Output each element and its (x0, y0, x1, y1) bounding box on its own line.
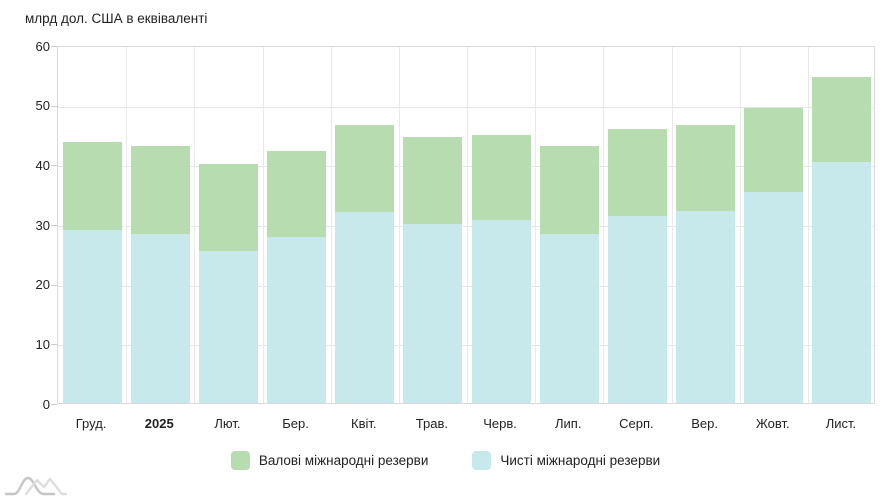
net-bar-Бер.[interactable] (267, 236, 327, 403)
gridline-v-11 (807, 47, 809, 403)
gridline-v-1 (126, 47, 128, 403)
gridline-v-5 (398, 47, 400, 403)
y-tick-30 (51, 225, 57, 226)
net-bar-Лист.[interactable] (812, 161, 872, 403)
net-reserves-label: Чисті міжнародні резерви (500, 453, 661, 468)
net-bar-Квіт.[interactable] (335, 212, 395, 403)
y-tick-10 (51, 344, 57, 346)
x-tick-label-Вер.: Вер. (691, 416, 718, 431)
net-bar-Трав.[interactable] (403, 224, 463, 403)
y-tick-label-10: 10 (35, 336, 50, 352)
y-tick-label-0: 0 (42, 396, 50, 412)
y-tick-label-60: 60 (35, 38, 50, 54)
y-tick-60 (51, 46, 57, 47)
net-bar-Серп.[interactable] (607, 215, 667, 403)
gridline-v-10 (739, 47, 741, 403)
gridline-h-30 (58, 226, 874, 227)
gridline-v-4 (330, 47, 332, 403)
x-tick-label-Трав.: Трав. (415, 416, 448, 431)
gridline-h-50 (58, 106, 874, 108)
net-bar-Черв.[interactable] (471, 220, 531, 403)
y-tick-40 (51, 165, 57, 167)
gridline-v-6 (467, 47, 468, 403)
gridline-v-2 (194, 47, 196, 403)
y-tick-label-30: 30 (35, 217, 50, 233)
net-bar-Лип.[interactable] (539, 234, 599, 403)
net-bar-2025[interactable] (130, 234, 190, 403)
y-tick-label-20: 20 (35, 277, 50, 293)
y-tick-50 (51, 105, 57, 107)
x-tick-label-Лип.: Лип. (555, 416, 582, 431)
x-tick-label-Груд.: Груд. (75, 416, 107, 431)
x-tick-label-Черв.: Черв. (483, 416, 517, 431)
gridline-h-10 (58, 345, 874, 347)
gridline-v-9 (671, 47, 673, 403)
gridline-v-8 (603, 47, 605, 403)
net-reserves-swatch (472, 451, 492, 470)
x-tick-label-Серп.: Серп. (619, 416, 654, 431)
gridline-h-40 (58, 166, 874, 168)
legend-item-gross[interactable]: Валові міжнародні резерви (230, 451, 429, 470)
y-tick-label-50: 50 (35, 98, 50, 114)
legend: Валові міжнародні резерви Чисті міжнарод… (0, 451, 891, 470)
x-tick-label-Лют.: Лют. (214, 416, 241, 431)
gridline-v-3 (262, 47, 264, 403)
net-bar-Жовт.[interactable] (744, 192, 804, 403)
wave-logo-icon (4, 476, 68, 496)
gridline-h-20 (58, 285, 874, 287)
gross-reserves-swatch (230, 451, 250, 470)
x-tick-label-Жовт.: Жовт. (755, 416, 790, 431)
x-tick-label-Квіт.: Квіт. (351, 416, 377, 431)
net-bar-Вер.[interactable] (676, 210, 736, 403)
y-tick-0 (51, 404, 57, 405)
gridline-v-7 (535, 47, 537, 403)
y-tick-20 (51, 284, 57, 286)
legend-item-net[interactable]: Чисті міжнародні резерви (472, 451, 660, 470)
gross-reserves-label: Валові міжнародні резерви (258, 453, 429, 468)
x-tick-label-Бер.: Бер. (282, 416, 309, 431)
net-bar-Лют.[interactable] (198, 250, 258, 403)
chart-title: млрд дол. США в еквіваленті (25, 11, 208, 26)
net-bar-Груд.[interactable] (62, 229, 122, 403)
x-tick-label-2025: 2025 (144, 416, 174, 431)
x-tick-label-Лист.: Лист. (825, 416, 857, 431)
plot-area (57, 46, 875, 404)
y-tick-label-40: 40 (35, 157, 50, 173)
